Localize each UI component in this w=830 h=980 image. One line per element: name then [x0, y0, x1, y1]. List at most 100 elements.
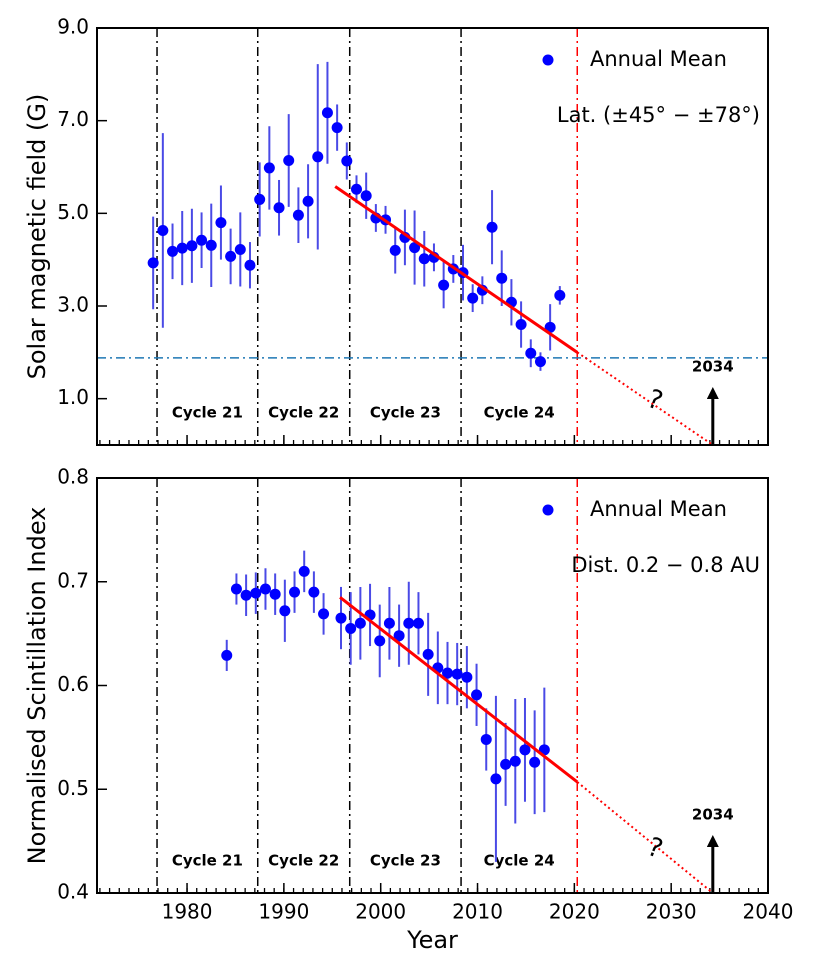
legend-marker [542, 504, 554, 516]
fit-extrapolation [576, 351, 714, 446]
mean-point [254, 193, 266, 205]
y-tick-label: 1.0 [57, 385, 89, 409]
mean-point [335, 612, 347, 624]
mean-point [461, 671, 473, 683]
cycle-label: Cycle 22 [268, 852, 339, 870]
mean-point [345, 622, 357, 634]
x-tick-label: 2000 [355, 900, 406, 924]
plot-frame [96, 477, 769, 894]
mean-point [438, 279, 450, 291]
mean-point [321, 107, 333, 119]
cycle-label: Cycle 21 [172, 852, 243, 870]
x-tick-label: 2040 [743, 900, 794, 924]
mean-point [490, 773, 502, 785]
mean-point [283, 155, 295, 167]
mean-point [263, 162, 275, 174]
y-tick-label: 0.4 [57, 880, 89, 904]
y-tick-label: 5.0 [57, 200, 89, 224]
mean-point [442, 667, 454, 679]
subtitle: Lat. (±45° − ±78°) [557, 103, 760, 127]
panel: 1980 1990 2000 2010 2020 2030 2040 0.4 0.5 0.6 0.7… [23, 465, 793, 955]
mean-point [250, 587, 262, 599]
cycle-label: Cycle 23 [370, 404, 441, 422]
mean-point [418, 253, 430, 265]
mean-point [221, 649, 233, 661]
y-tick-label: 0.5 [57, 776, 89, 800]
cycle-label: Cycle 22 [268, 404, 339, 422]
mean-point [383, 617, 395, 629]
mean-point [534, 356, 546, 368]
mean-point [230, 583, 242, 595]
mean-point [186, 240, 198, 252]
mean-point [318, 608, 330, 620]
mean-point [157, 224, 169, 236]
cycle-label: Cycle 23 [370, 852, 441, 870]
mean-point [240, 589, 252, 601]
legend-label: Annual Mean [590, 497, 727, 521]
panel: 1.0 3.0 5.0 7.0 9.0 Cycle 21 Cycle 22 Cycle 23 C… [23, 15, 769, 446]
mean-point [308, 586, 320, 598]
mean-point [147, 257, 159, 269]
mean-point [480, 733, 492, 745]
prediction-label: 2034 [692, 358, 734, 376]
mean-point [529, 756, 541, 768]
legend-label: Annual Mean [590, 47, 727, 71]
mean-point [298, 565, 310, 577]
fit-extrapolation [576, 781, 714, 894]
mean-point [354, 617, 366, 629]
mean-point [525, 347, 537, 359]
mean-point [467, 292, 479, 304]
mean-point [500, 758, 512, 770]
plot-frame [96, 27, 769, 446]
mean-point [422, 648, 434, 660]
prediction-label: 2034 [692, 806, 734, 824]
mean-point [269, 588, 281, 600]
cycle-label: Cycle 21 [172, 404, 243, 422]
x-tick-label: 2010 [452, 900, 503, 924]
mean-point [409, 242, 421, 254]
mean-point [554, 289, 566, 301]
cycle-label: Cycle 24 [484, 404, 555, 422]
mean-point [176, 242, 188, 254]
y-tick-label: 0.6 [57, 672, 89, 696]
mean-point [496, 272, 508, 284]
mean-point [403, 617, 415, 629]
mean-point [289, 586, 301, 598]
mean-point [215, 217, 227, 229]
mean-point [471, 689, 483, 701]
mean-point [196, 234, 208, 246]
mean-point [234, 243, 246, 255]
mean-point [360, 190, 372, 202]
mean-point [374, 635, 386, 647]
y-tick-label: 0.8 [57, 465, 89, 489]
y-tick-label: 0.7 [57, 568, 89, 592]
legend-marker [542, 54, 554, 66]
mean-point [244, 259, 256, 271]
question-mark: ? [643, 832, 666, 865]
mean-point [341, 155, 353, 167]
mean-point [292, 209, 304, 221]
mean-point [167, 245, 179, 257]
x-axis-label: Year [406, 926, 458, 954]
y-tick-label: 9.0 [57, 15, 89, 39]
mean-point [486, 221, 498, 233]
y-tick-label: 7.0 [57, 107, 89, 131]
mean-point [225, 250, 237, 262]
mean-point [389, 244, 401, 256]
x-tick-label: 2020 [549, 900, 600, 924]
y-tick-label: 3.0 [57, 293, 89, 317]
mean-point [302, 195, 314, 207]
fit-line [339, 596, 579, 784]
x-tick-label: 1980 [162, 900, 213, 924]
mean-point [259, 583, 271, 595]
x-tick-label: 2030 [646, 900, 697, 924]
subtitle: Dist. 0.2 − 0.8 AU [571, 553, 760, 577]
mean-point [412, 617, 424, 629]
x-tick-label: 1990 [258, 900, 309, 924]
y-axis-label: Solar magnetic field (G) [23, 94, 51, 380]
mean-point [331, 122, 343, 134]
mean-point [509, 755, 521, 767]
y-axis-label: Normalised Scintillation Index [23, 507, 51, 865]
mean-point [451, 668, 463, 680]
